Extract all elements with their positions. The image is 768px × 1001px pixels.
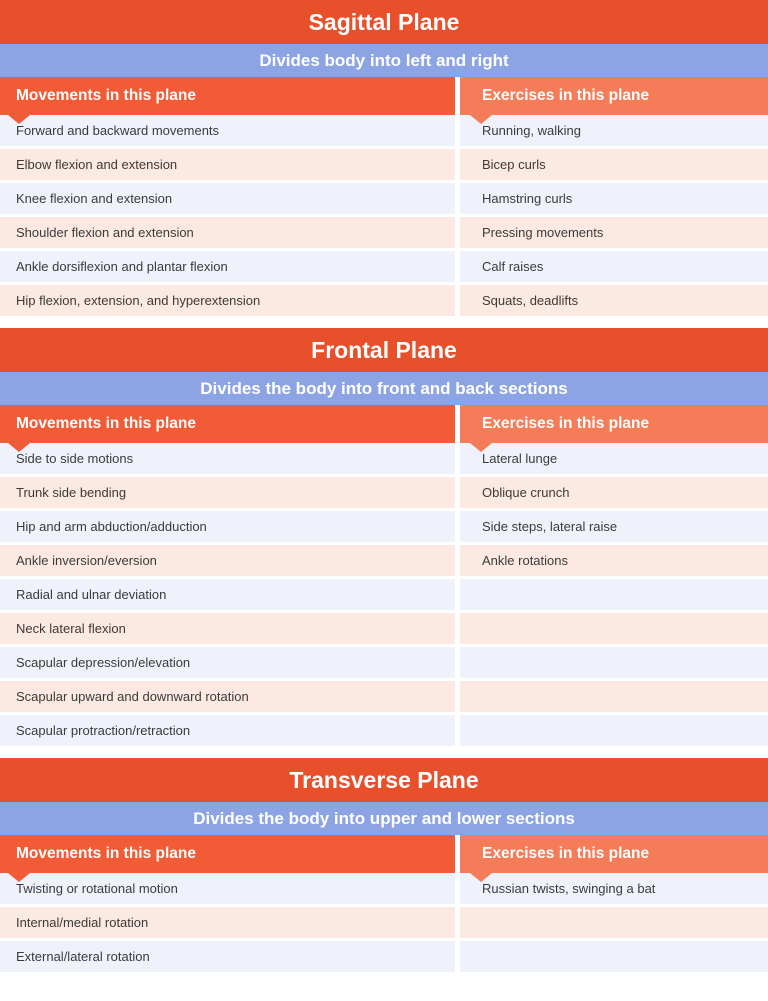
header-notch — [8, 115, 30, 124]
table-row: Scapular depression/elevation — [0, 647, 768, 678]
table-row: Shoulder flexion and extension Pressing … — [0, 217, 768, 248]
column-headers: Movements in this plane Exercises in thi… — [0, 405, 768, 452]
section-rows: Forward and backward movements Running, … — [0, 115, 768, 316]
section-subtitle: Divides body into left and right — [0, 44, 768, 77]
movement-cell: Internal/medial rotation — [0, 907, 455, 938]
header-notch — [470, 443, 492, 452]
movement-cell: Scapular protraction/retraction — [0, 715, 455, 746]
movement-cell: Scapular depression/elevation — [0, 647, 455, 678]
movement-cell: Scapular upward and downward rotation — [0, 681, 455, 712]
exercises-header-label: Exercises in this plane — [482, 845, 650, 862]
table-row: Internal/medial rotation — [0, 907, 768, 938]
exercise-cell — [460, 941, 768, 972]
movements-header-label: Movements in this plane — [16, 415, 197, 432]
table-row: External/lateral rotation — [0, 941, 768, 972]
section-subtitle: Divides the body into front and back sec… — [0, 372, 768, 405]
movements-column-header: Movements in this plane — [0, 835, 455, 882]
movement-cell: Ankle dorsiflexion and plantar flexion — [0, 251, 455, 282]
exercise-cell: Ankle rotations — [460, 545, 768, 576]
exercise-cell — [460, 647, 768, 678]
movement-cell: Twisting or rotational motion — [0, 873, 455, 904]
header-notch — [470, 115, 492, 124]
section-subtitle: Divides the body into upper and lower se… — [0, 802, 768, 835]
movement-cell: Trunk side bending — [0, 477, 455, 508]
movement-cell: Side to side motions — [0, 443, 455, 474]
table-row: Scapular upward and downward rotation — [0, 681, 768, 712]
movement-cell: Hip flexion, extension, and hyperextensi… — [0, 285, 455, 316]
movements-header-label: Movements in this plane — [16, 87, 197, 104]
exercise-cell: Oblique crunch — [460, 477, 768, 508]
table-row: Hip and arm abduction/adduction Side ste… — [0, 511, 768, 542]
section-rows: Side to side motions Lateral lunge Trunk… — [0, 443, 768, 746]
movement-cell: Ankle inversion/eversion — [0, 545, 455, 576]
table-row: Scapular protraction/retraction — [0, 715, 768, 746]
table-row: Ankle inversion/eversion Ankle rotations — [0, 545, 768, 576]
exercise-cell: Bicep curls — [460, 149, 768, 180]
header-notch — [8, 443, 30, 452]
movements-column-header: Movements in this plane — [0, 77, 455, 124]
exercise-cell: Running, walking — [460, 115, 768, 146]
exercises-column-header: Exercises in this plane — [460, 77, 768, 124]
movement-cell: Radial and ulnar deviation — [0, 579, 455, 610]
movement-cell: Shoulder flexion and extension — [0, 217, 455, 248]
table-row: Neck lateral flexion — [0, 613, 768, 644]
header-notch — [470, 873, 492, 882]
table-row: Forward and backward movements Running, … — [0, 115, 768, 146]
exercise-cell: Russian twists, swinging a bat — [460, 873, 768, 904]
exercise-cell — [460, 715, 768, 746]
exercise-cell: Squats, deadlifts — [460, 285, 768, 316]
frontal-plane-section: Frontal Plane Divides the body into fron… — [0, 328, 768, 746]
exercise-cell: Calf raises — [460, 251, 768, 282]
movement-cell: Forward and backward movements — [0, 115, 455, 146]
table-row: Radial and ulnar deviation — [0, 579, 768, 610]
exercise-cell — [460, 907, 768, 938]
header-notch — [8, 873, 30, 882]
table-row: Side to side motions Lateral lunge — [0, 443, 768, 474]
table-row: Knee flexion and extension Hamstring cur… — [0, 183, 768, 214]
movement-cell: External/lateral rotation — [0, 941, 455, 972]
table-row: Twisting or rotational motion Russian tw… — [0, 873, 768, 904]
exercise-cell: Pressing movements — [460, 217, 768, 248]
section-title: Frontal Plane — [0, 328, 768, 372]
movement-cell: Elbow flexion and extension — [0, 149, 455, 180]
table-row: Elbow flexion and extension Bicep curls — [0, 149, 768, 180]
section-title: Sagittal Plane — [0, 0, 768, 44]
exercise-cell — [460, 613, 768, 644]
movement-cell: Knee flexion and extension — [0, 183, 455, 214]
section-title: Transverse Plane — [0, 758, 768, 802]
column-headers: Movements in this plane Exercises in thi… — [0, 77, 768, 124]
exercises-column-header: Exercises in this plane — [460, 405, 768, 452]
movement-cell: Hip and arm abduction/adduction — [0, 511, 455, 542]
exercises-column-header: Exercises in this plane — [460, 835, 768, 882]
section-rows: Twisting or rotational motion Russian tw… — [0, 873, 768, 972]
column-headers: Movements in this plane Exercises in thi… — [0, 835, 768, 882]
sagittal-plane-section: Sagittal Plane Divides body into left an… — [0, 0, 768, 316]
table-row: Trunk side bending Oblique crunch — [0, 477, 768, 508]
movements-header-label: Movements in this plane — [16, 845, 197, 862]
movements-column-header: Movements in this plane — [0, 405, 455, 452]
exercise-cell — [460, 579, 768, 610]
exercises-header-label: Exercises in this plane — [482, 87, 650, 104]
exercise-cell — [460, 681, 768, 712]
exercise-cell: Hamstring curls — [460, 183, 768, 214]
exercise-cell: Side steps, lateral raise — [460, 511, 768, 542]
table-row: Hip flexion, extension, and hyperextensi… — [0, 285, 768, 316]
exercises-header-label: Exercises in this plane — [482, 415, 650, 432]
exercise-cell: Lateral lunge — [460, 443, 768, 474]
transverse-plane-section: Transverse Plane Divides the body into u… — [0, 758, 768, 972]
movement-cell: Neck lateral flexion — [0, 613, 455, 644]
table-row: Ankle dorsiflexion and plantar flexion C… — [0, 251, 768, 282]
